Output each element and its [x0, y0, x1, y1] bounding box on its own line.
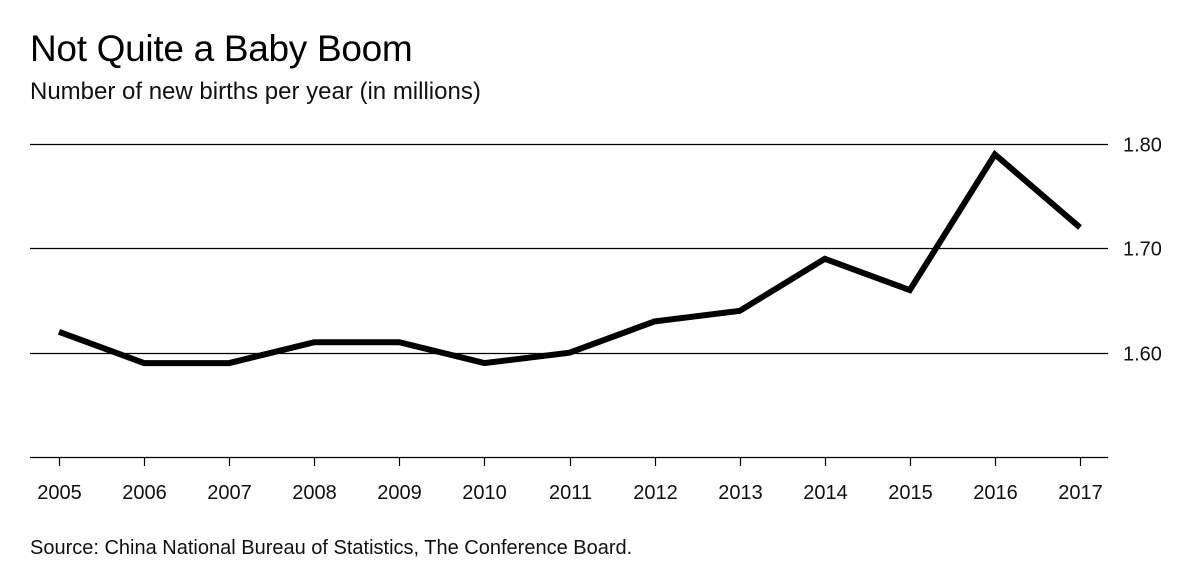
x-tick-label: 2006	[122, 482, 167, 504]
data-point	[314, 342, 315, 343]
x-axis	[30, 456, 1108, 466]
x-tick-label: 2012	[633, 482, 678, 504]
chart-subtitle: Number of new births per year (in millio…	[30, 78, 481, 105]
x-tick-label: 2009	[377, 482, 422, 504]
data-point	[1080, 227, 1081, 228]
data-point	[569, 352, 570, 353]
data-point	[909, 290, 910, 291]
chart-title: Not Quite a Baby Boom	[30, 28, 413, 69]
data-point	[484, 363, 485, 364]
x-tick-label: 2011	[549, 482, 592, 504]
gridlines	[30, 143, 1108, 355]
y-tick-label: 1.70	[1123, 239, 1162, 261]
x-tick-label: 2016	[973, 482, 1018, 504]
data-point	[59, 331, 60, 332]
series-line	[57, 149, 1082, 367]
source-note: Source: China National Bureau of Statist…	[30, 537, 633, 559]
data-point	[399, 342, 400, 343]
data-point	[824, 258, 825, 259]
x-axis-labels: 2005 2006 2007 2008 2009 2010 2011 2012 2013 2014…	[37, 482, 1103, 504]
y-tick-label: 1.80	[1123, 135, 1162, 157]
x-tick-label: 2017	[1058, 482, 1103, 504]
x-tick-label: 2005	[37, 482, 82, 504]
data-point	[654, 321, 655, 322]
data-point	[229, 363, 230, 364]
series-layer	[57, 149, 1082, 367]
x-tick-label: 2010	[462, 482, 507, 504]
x-tick-label: 2008	[292, 482, 337, 504]
x-tick-label: 2013	[718, 482, 763, 504]
x-tick-label: 2007	[207, 482, 252, 504]
y-axis-labels: 1.60 1.70 1.80	[1123, 135, 1162, 366]
y-tick-label: 1.60	[1123, 344, 1162, 366]
x-tick-label: 2014	[803, 482, 848, 504]
data-point	[739, 310, 740, 311]
data-point	[144, 363, 145, 364]
x-tick-label: 2015	[888, 482, 933, 504]
data-point	[994, 154, 995, 155]
